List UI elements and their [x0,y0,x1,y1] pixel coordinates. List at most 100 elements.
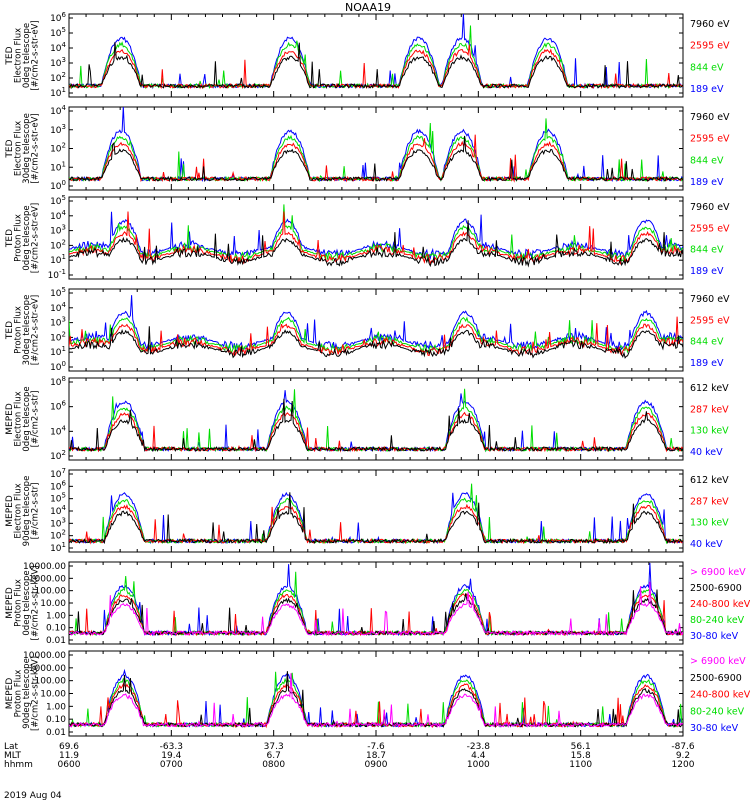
x-tick-label: -87.6 [671,742,695,752]
series-line-green [69,388,683,453]
y-axis-label: MEPED [5,495,15,527]
x-tick-label: 19.4 [161,751,181,761]
series-line-red [69,682,683,729]
y-axis-label: TED [5,229,15,248]
series-line-red [69,211,683,266]
y-tick-label: 102 [50,449,66,462]
y-tick-label: 103 [50,316,66,329]
legend-entry: 189 eV [690,266,724,277]
legend-entry: 287 keV [690,496,729,507]
y-axis-label: Electron Flux [14,28,24,83]
x-tick-label: 0900 [365,760,388,770]
series-line-blue [69,668,683,729]
y-tick-label: 105 [50,194,66,207]
traces [69,14,683,90]
x-row-label: hhmm [4,760,33,770]
series-line-magenta [69,673,683,728]
legend-entry: 844 eV [690,155,724,166]
y-axis-label: Proton Flux [14,306,24,354]
series-line-black [69,589,683,637]
legend-entry: > 6900 keV [690,656,746,667]
legend-entry: 130 keV [690,426,729,437]
legend-entry: 30-80 keV [690,631,739,642]
y-tick-label: 102 [50,330,66,343]
x-tick-label: 1200 [672,760,695,770]
panel-frame [68,288,684,372]
panel-8: 0.01 0.10 1.00 10.00 100.00 1000.00 10000.00 ME… [5,650,750,738]
x-tick-label: 6.7 [267,751,281,761]
y-tick-label: 103 [50,123,66,136]
traces [69,204,683,268]
series-line-green [69,316,683,354]
series-line-black [69,492,683,545]
y-tick-label: 103 [50,56,66,69]
y-tick-label: 1.00 [46,611,66,621]
series-line-red [69,411,683,453]
x-tick-label: 69.6 [59,742,79,752]
series-line-green [69,671,683,729]
y-axis-label: TED [5,321,15,340]
legend-entry: 287 keV [690,404,729,415]
y-axis-label: Proton Flux [14,214,24,262]
y-axis-label: [#/cm2-s-str-keV] [31,566,41,641]
y-tick-label: 101 [50,345,66,358]
traces [69,562,683,637]
x-tick-label: 4.4 [471,751,486,761]
y-axis-label: 0deg telescope [22,205,32,270]
legend-entry: 2595 eV [690,134,730,145]
traces [69,483,683,545]
y-tick-label: 104 [50,41,66,54]
y-tick-label: 0.01 [46,636,66,646]
y-tick-label: 106 [50,400,66,413]
y-axis-label: TED [5,139,15,158]
series-line-black [69,135,683,183]
y-tick-label: 100 [50,179,66,192]
y-axis-label: MEPED [5,587,15,619]
x-tick-label: -23.8 [467,742,491,752]
legend-entry: 189 eV [690,177,724,188]
y-axis-label: [#/cm2-s-str] [31,391,41,448]
y-tick-label: 0.10 [46,624,66,634]
series-line-blue [69,491,683,545]
y-tick-label: 105 [50,286,66,299]
legend-entry: 30-80 keV [690,723,739,734]
legend-entry: 189 eV [690,84,724,95]
legend-entry: 2595 eV [690,223,730,234]
y-tick-label: 100.00 [35,587,67,597]
legend-entry: 2500-6900 [690,583,742,594]
y-tick-label: 101 [50,253,66,266]
y-tick-label: 1.00 [46,702,66,712]
legend-entry: 240-800 keV [690,599,750,610]
legend-entry: 40 keV [690,447,723,458]
legend-entry: 240-800 keV [690,690,750,701]
y-tick-label: 106 [50,479,66,492]
series-line-green [69,25,683,90]
y-axis-label: Electron Flux [14,483,24,538]
series-line-blue [69,107,683,183]
y-tick-label: 104 [50,504,66,517]
traces [69,107,683,183]
y-tick-label: 0.01 [46,728,66,738]
x-tick-label: -7.6 [367,742,385,752]
y-tick-label: 104 [50,104,66,117]
x-row-label: MLT [4,751,22,761]
y-tick-label: 1000.00 [29,574,66,584]
legend-entry: 40 keV [690,539,723,550]
x-tick-label: 18.7 [366,751,386,761]
y-axis-label: [#/cm2-s-str-keV] [31,656,41,731]
x-tick-label: 56.1 [571,742,591,752]
panel-7: 0.01 0.10 1.00 10.00 100.00 1000.00 10000.00 ME… [5,561,750,646]
x-tick-label: 1100 [569,760,592,770]
series-line-black [69,398,683,453]
legend-entry: 7960 eV [690,112,730,123]
date-label: 2019 Aug 04 [4,791,62,800]
series-line-green [69,571,683,637]
y-axis-label: [#/cm2-s-str-eV] [31,113,41,183]
x-tick-label: 0800 [262,760,285,770]
series-line-red [69,593,683,637]
y-tick-label: 100.00 [35,677,67,687]
x-tick-label: -63.3 [160,742,183,752]
y-axis-label: TED [5,46,15,65]
